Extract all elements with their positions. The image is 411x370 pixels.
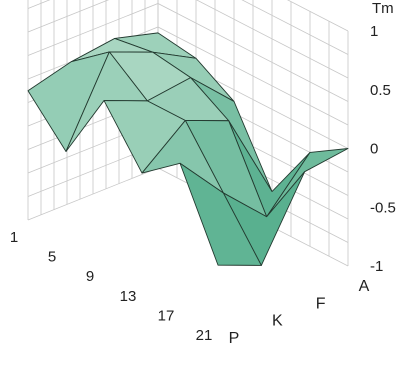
z-axis-label: Tm (372, 0, 394, 17)
surface (27, 32, 349, 266)
y-tick-label: P (229, 330, 240, 347)
surface-patch (179, 162, 262, 266)
x-tick-label: 17 (158, 307, 175, 324)
axis-labels: 1 0.5 0 -0.5 -1 Tm 1 5 9 13 17 21 P K F A (10, 0, 396, 347)
z-tick-label: 0.5 (370, 82, 391, 99)
wall-z-gridline (27, 0, 349, 55)
x-tick-label: 1 (10, 229, 18, 246)
x-tick-label: 5 (48, 249, 56, 266)
y-tick-label: F (316, 295, 326, 312)
x-tick-label: 13 (120, 288, 137, 305)
y-tick-label: K (272, 313, 283, 330)
x-tick-label: 21 (196, 327, 213, 344)
y-tick-label: A (359, 278, 370, 295)
wall-z-gridline (287, 0, 349, 32)
x-tick-label: 9 (86, 268, 94, 285)
z-tick-label: 1 (370, 23, 378, 40)
wall-z-gridline (27, 0, 349, 79)
z-tick-label: 0 (370, 141, 378, 158)
z-tick-label: -1 (370, 258, 383, 275)
z-tick-label: -0.5 (370, 199, 396, 216)
